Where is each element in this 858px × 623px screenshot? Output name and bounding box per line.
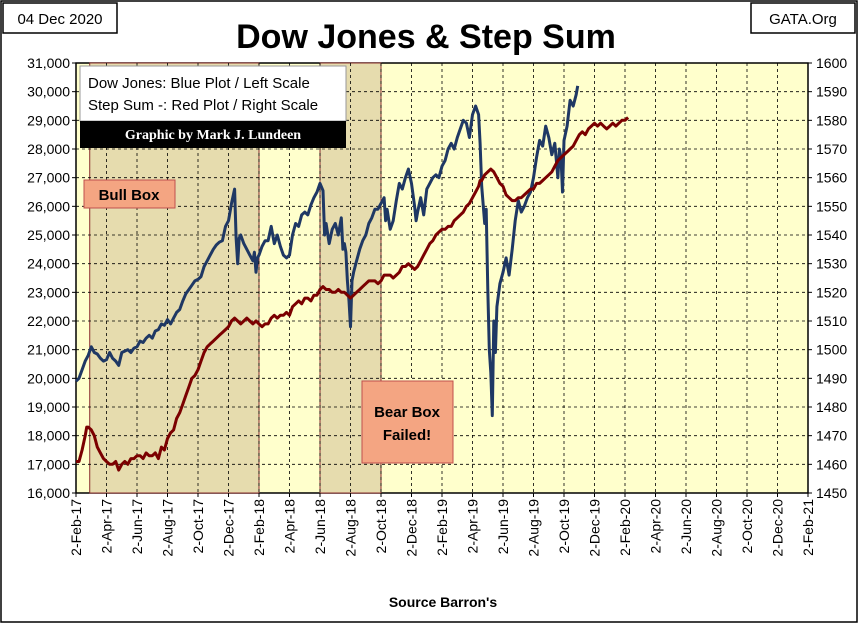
legend-line-dow: Dow Jones: Blue Plot / Left Scale xyxy=(88,75,310,92)
y-left-tick-label: 25,000 xyxy=(27,227,70,243)
y-right-tick-label: 1510 xyxy=(816,313,847,329)
source-box xyxy=(750,2,856,34)
y-left-tick-label: 19,000 xyxy=(27,399,70,415)
x-tick-label: 2-Apr-19 xyxy=(465,499,481,554)
y-left-tick-label: 17,000 xyxy=(27,456,70,472)
legend-box xyxy=(79,65,347,122)
credit-label: Graphic by Mark J. Lundeen xyxy=(125,128,301,143)
y-right-tick-label: 1540 xyxy=(816,227,847,243)
y-right-tick-label: 1450 xyxy=(816,485,847,501)
x-tick-label: 2-Jun-17 xyxy=(129,499,145,554)
y-right-tick-label: 1460 xyxy=(816,456,847,472)
y-right-tick-label: 1480 xyxy=(816,399,847,415)
y-right-tick-label: 1580 xyxy=(816,112,847,128)
x-tick-label: 2-Feb-21 xyxy=(800,499,816,556)
x-axis: 2-Feb-17 2-Apr-17 2-Jun-17 2-Aug-17 2-Oct-17… xyxy=(68,493,816,557)
y-left-tick-label: 27,000 xyxy=(27,170,70,186)
source-label: GATA.Org xyxy=(769,11,837,28)
y-right-tick-label: 1590 xyxy=(816,84,847,100)
bull-box-label: Bull Box xyxy=(99,187,160,204)
y-left-tick-label: 31,000 xyxy=(27,55,70,71)
x-tick-label: 2-Feb-17 xyxy=(68,499,84,556)
x-tick-label: 2-Dec-18 xyxy=(404,499,420,557)
y-right-tick-label: 1560 xyxy=(816,170,847,186)
x-tick-label: 2-Oct-18 xyxy=(373,499,389,554)
x-tick-label: 2-Feb-18 xyxy=(251,499,267,556)
legend-line-stepsum: Step Sum -: Red Plot / Right Scale xyxy=(88,97,318,114)
credit-box xyxy=(80,121,346,148)
y-left-tick-label: 23,000 xyxy=(27,284,70,300)
x-tick-label: 2-Feb-19 xyxy=(434,499,450,556)
y-axis-right: 1450 1460 1470 1480 1490 1500 1510 1520 1530 1540… xyxy=(808,55,847,501)
y-left-tick-label: 16,000 xyxy=(27,485,70,501)
x-tick-label: 2-Jun-18 xyxy=(312,499,328,554)
y-left-tick-label: 21,000 xyxy=(27,342,70,358)
x-tick-label: 2-Oct-19 xyxy=(556,499,572,554)
series-line-step-sum xyxy=(76,116,630,472)
series-layer xyxy=(74,85,630,472)
x-tick-label: 2-Oct-20 xyxy=(739,499,755,554)
y-right-tick-label: 1470 xyxy=(816,428,847,444)
y-left-tick-label: 20,000 xyxy=(27,370,70,386)
x-axis-label: Source Barron's xyxy=(389,594,498,610)
x-tick-label: 2-Apr-18 xyxy=(282,499,298,554)
x-tick-label: 2-Aug-19 xyxy=(526,499,542,557)
y-right-tick-label: 1490 xyxy=(816,370,847,386)
x-tick-label: 2-Jun-20 xyxy=(678,499,694,554)
series-line-dow-jones xyxy=(74,85,580,418)
y-left-tick-label: 18,000 xyxy=(27,428,70,444)
x-tick-label: 2-Jun-19 xyxy=(495,499,511,554)
x-tick-label: 2-Oct-17 xyxy=(190,499,206,554)
y-right-tick-label: 1550 xyxy=(816,198,847,214)
bear-box-label-bg xyxy=(361,380,454,464)
x-tick-label: 2-Aug-17 xyxy=(160,499,176,557)
y-left-tick-label: 30,000 xyxy=(27,84,70,100)
x-tick-label: 2-Apr-20 xyxy=(648,499,664,554)
x-tick-label: 2-Feb-20 xyxy=(617,499,633,556)
y-right-tick-label: 1600 xyxy=(816,55,847,71)
y-right-tick-label: 1520 xyxy=(816,284,847,300)
x-tick-label: 2-Aug-18 xyxy=(343,499,359,557)
date-box xyxy=(2,2,118,34)
y-left-tick-label: 24,000 xyxy=(27,256,70,272)
y-right-tick-label: 1500 xyxy=(816,342,847,358)
x-tick-label: 2-Dec-17 xyxy=(221,499,237,557)
x-tick-label: 2-Dec-20 xyxy=(770,499,786,557)
chart-title: Dow Jones & Step Sum xyxy=(236,18,616,56)
y-right-tick-label: 1530 xyxy=(816,256,847,272)
x-tick-label: 2-Aug-20 xyxy=(709,499,725,557)
bull-box-label-bg xyxy=(83,179,176,209)
y-left-tick-label: 29,000 xyxy=(27,112,70,128)
bear-box-label-line2: Failed! xyxy=(383,427,431,444)
x-tick-label: 2-Apr-17 xyxy=(99,499,115,554)
y-axis-left: 16,000 17,000 18,000 19,000 20,000 21,000 22,0… xyxy=(27,55,76,501)
grid-layer xyxy=(76,63,808,493)
y-left-tick-label: 28,000 xyxy=(27,141,70,157)
y-left-tick-label: 26,000 xyxy=(27,198,70,214)
x-tick-label: 2-Dec-19 xyxy=(587,499,603,557)
date-label: 04 Dec 2020 xyxy=(17,11,102,28)
y-right-tick-label: 1570 xyxy=(816,141,847,157)
bear-box-label-line1: Bear Box xyxy=(374,404,441,421)
y-left-tick-label: 22,000 xyxy=(27,313,70,329)
